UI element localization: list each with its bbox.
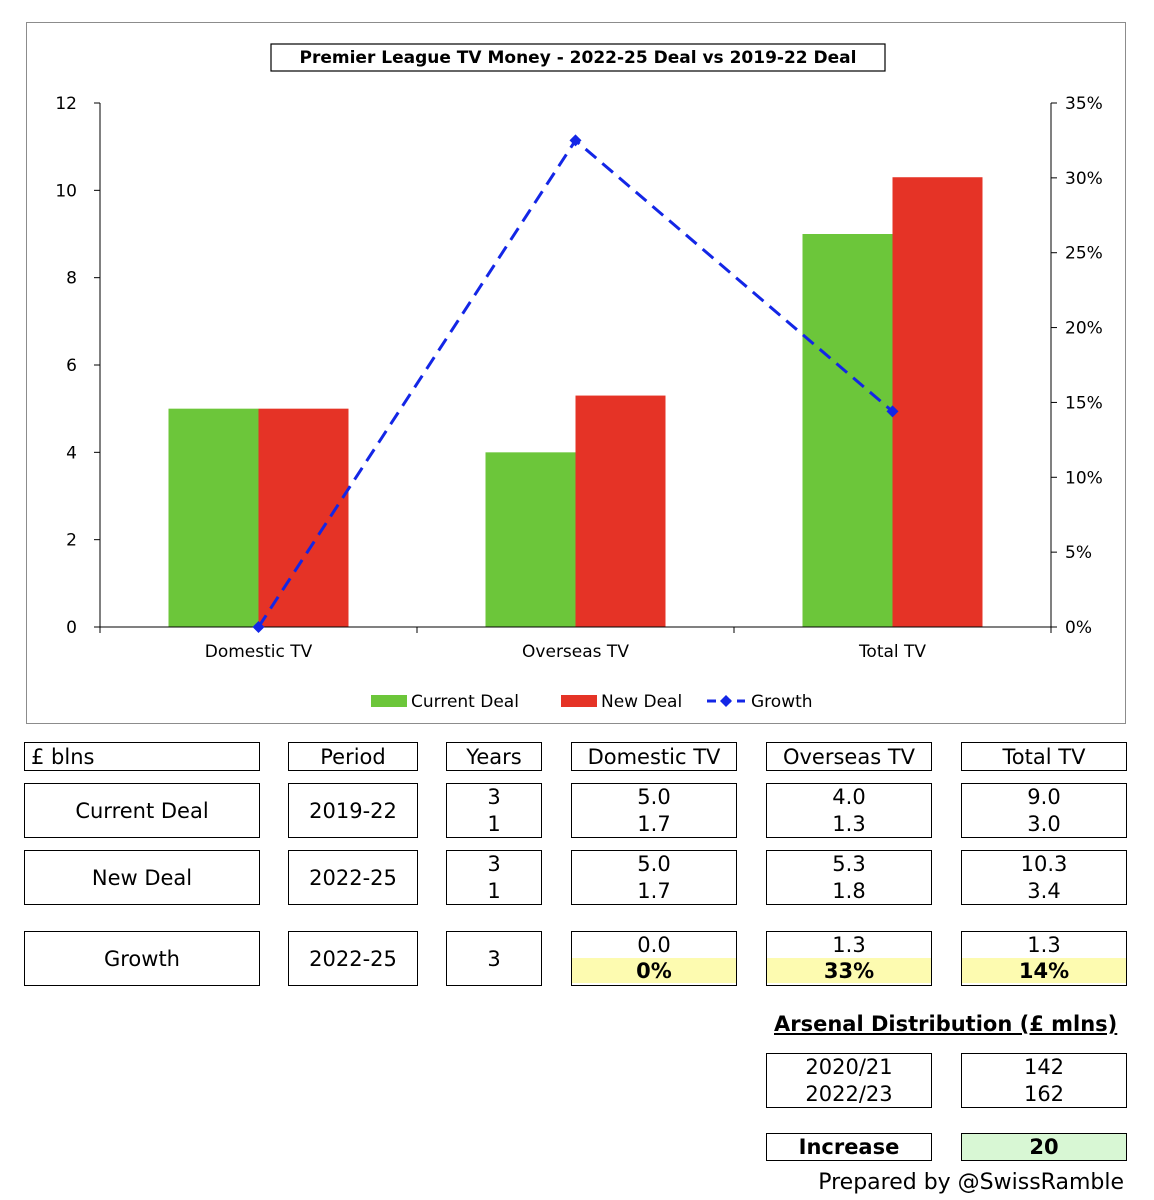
- years-value: 1: [487, 878, 501, 903]
- chart-title-box: [270, 43, 886, 72]
- y-left-tick-label: 4: [66, 443, 77, 463]
- row-overseas-current: 4.0 1.3: [766, 783, 932, 838]
- increase-label: Increase: [766, 1133, 932, 1161]
- arsenal-amounts: 142 162: [961, 1053, 1127, 1108]
- arsenal-season: 2020/21: [805, 1054, 893, 1079]
- arsenal-title: Arsenal Distribution (£ mlns): [774, 1012, 1118, 1036]
- row-total-current: 9.0 3.0: [961, 783, 1127, 838]
- row-total-new: 10.3 3.4: [961, 850, 1127, 905]
- chart-title: Premier League TV Money - 2022-25 Deal v…: [300, 48, 857, 68]
- bar-current-deal-domestic-tv: [168, 408, 259, 627]
- domestic-value: 1.7: [637, 811, 671, 836]
- bar-new-deal-total-tv: [892, 177, 983, 627]
- growth-overseas-percent: 33%: [767, 958, 931, 983]
- total-value: 3.0: [1027, 811, 1061, 836]
- domestic-value: 5.0: [637, 784, 671, 809]
- y-right-tick-label: 20%: [1065, 319, 1103, 339]
- legend-swatch-current-deal: [371, 695, 407, 707]
- growth-domestic-percent: 0%: [572, 958, 736, 983]
- row-label-new: New Deal: [24, 850, 260, 905]
- growth-total-percent: 14%: [962, 958, 1126, 983]
- y-left-tick-label: 0: [66, 618, 77, 638]
- row-overseas-new: 5.3 1.8: [766, 850, 932, 905]
- arsenal-amount: 142: [1023, 1054, 1065, 1079]
- growth-total-change: 1.3: [1027, 933, 1061, 957]
- credit: Prepared by @SwissRamble: [818, 1170, 1124, 1195]
- y-left-tick-label: 2: [66, 531, 77, 551]
- y-left-tick-label: 6: [66, 356, 77, 376]
- years-value: 3: [487, 851, 501, 876]
- total-value: 10.3: [1020, 851, 1068, 876]
- chart-frame: Domestic TV Overseas TV Total TV 0 2 4 6 8 10 12 0…: [26, 22, 1126, 724]
- legend-label: Current Deal: [411, 692, 519, 712]
- x-tick-label: Total TV: [858, 642, 926, 662]
- arsenal-amount: 162: [1023, 1081, 1065, 1106]
- bar-current-deal-overseas-tv: [485, 452, 576, 627]
- y-right-tick-label: 35%: [1065, 94, 1103, 114]
- growth-point: [252, 621, 265, 633]
- years-value: 3: [487, 784, 501, 809]
- y-right-tick-label: 25%: [1065, 244, 1103, 264]
- overseas-value: 1.8: [832, 878, 866, 903]
- y-right-tick-label: 30%: [1065, 169, 1103, 189]
- growth-point: [569, 134, 582, 147]
- row-years-current: 3 1: [446, 783, 542, 838]
- row-domestic-current: 5.0 1.7: [571, 783, 737, 838]
- row-domestic-new: 5.0 1.7: [571, 850, 737, 905]
- header-total: Total TV: [961, 742, 1127, 771]
- overseas-value: 5.3: [832, 851, 866, 876]
- legend-swatch-new-deal: [561, 695, 597, 707]
- header-domestic: Domestic TV: [571, 742, 737, 771]
- arsenal-seasons: 2020/21 2022/23: [766, 1053, 932, 1108]
- header-years: Years: [446, 742, 542, 771]
- header-period: Period: [288, 742, 418, 771]
- total-value: 3.4: [1027, 878, 1061, 903]
- overseas-value: 4.0: [832, 784, 866, 809]
- y-right-tick-label: 15%: [1065, 393, 1103, 413]
- legend-label: Growth: [751, 692, 813, 712]
- y-right-tick-label: 5%: [1065, 543, 1092, 563]
- y-left-tick-label: 8: [66, 269, 77, 289]
- row-period-current: 2019-22: [288, 783, 418, 838]
- x-tick-label: Domestic TV: [205, 642, 313, 662]
- overseas-value: 1.3: [832, 811, 866, 836]
- growth-overseas-change: 1.3: [832, 933, 866, 957]
- years-value: 1: [487, 811, 501, 836]
- chart: Domestic TV Overseas TV Total TV 0 2 4 6 8 10 12 0…: [55, 43, 1103, 712]
- bar-current-deal-total-tv: [802, 234, 893, 627]
- y-right-tick-label: 10%: [1065, 468, 1103, 488]
- row-label-current: Current Deal: [24, 783, 260, 838]
- y-left-tick-label: 12: [55, 94, 77, 114]
- domestic-value: 1.7: [637, 878, 671, 903]
- legend-label: New Deal: [601, 692, 682, 712]
- unit-header: £ blns: [24, 742, 260, 771]
- y-left-tick-label: 10: [55, 181, 77, 201]
- y-right-tick-label: 0%: [1065, 618, 1092, 638]
- row-years-new: 3 1: [446, 850, 542, 905]
- growth-overseas: 1.3 33%: [766, 931, 932, 986]
- growth-point: [886, 405, 899, 418]
- row-years-growth: 3: [446, 931, 542, 986]
- header-overseas: Overseas TV: [766, 742, 932, 771]
- bar-new-deal-domestic-tv: [258, 408, 349, 627]
- row-period-new: 2022-25: [288, 850, 418, 905]
- total-value: 9.0: [1027, 784, 1061, 809]
- legend-marker: [720, 695, 732, 707]
- arsenal-season: 2022/23: [805, 1081, 893, 1106]
- growth-domestic-change: 0.0: [637, 933, 671, 957]
- row-label-growth: Growth: [24, 931, 260, 986]
- increase-value: 20: [961, 1133, 1127, 1161]
- growth-total: 1.3 14%: [961, 931, 1127, 986]
- growth-domestic: 0.0 0%: [571, 931, 737, 986]
- x-tick-label: Overseas TV: [522, 642, 629, 662]
- bar-new-deal-overseas-tv: [575, 395, 666, 627]
- domestic-value: 5.0: [637, 851, 671, 876]
- row-period-growth: 2022-25: [288, 931, 418, 986]
